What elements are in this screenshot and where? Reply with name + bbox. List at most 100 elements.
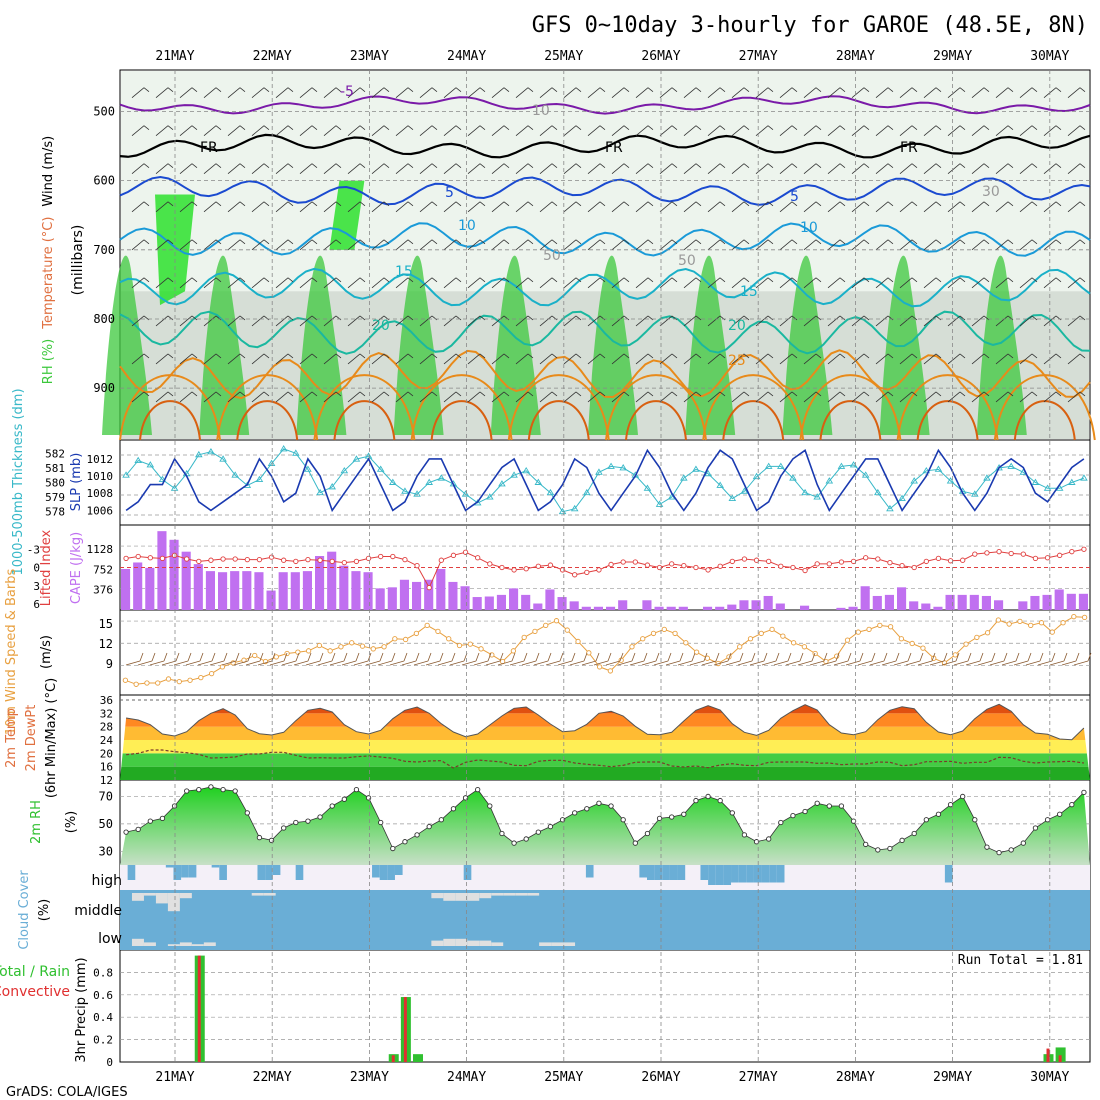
wind-barb — [347, 201, 366, 213]
cloud-low-bar — [467, 940, 480, 946]
cape-tick: 752 — [93, 563, 113, 576]
cloud-high-bar — [761, 865, 770, 883]
wind-barb — [299, 163, 318, 175]
wind-title-text: 10m Wind Speed & Barbs — [4, 569, 19, 736]
wind-barb — [323, 87, 342, 98]
side-title-part: RH (%) — [41, 339, 56, 384]
li-title: Lifted Index — [39, 529, 54, 606]
cape-bar — [1054, 589, 1064, 610]
li-point — [438, 557, 444, 563]
isotherm-25-bubble — [799, 374, 902, 441]
cape-tick: 1128 — [87, 543, 114, 556]
thickness-point — [777, 462, 785, 469]
wind-barb — [275, 353, 294, 365]
cape-bar — [678, 606, 688, 610]
cloud-mid-bar — [263, 893, 276, 896]
wind-barb — [395, 391, 414, 403]
cloud-mid-bar — [179, 893, 192, 899]
li-point — [499, 564, 505, 571]
wind-barb — [995, 391, 1014, 403]
rh-point — [305, 818, 311, 824]
cape-bar — [290, 572, 300, 610]
rh-point — [159, 815, 166, 822]
cape-bar — [569, 601, 579, 610]
rh-point — [499, 830, 505, 837]
wind-barb — [371, 163, 390, 175]
wind-barb — [611, 163, 630, 175]
li-point — [911, 564, 917, 571]
wind-barb — [659, 87, 678, 98]
wind-barb — [395, 353, 414, 365]
wind-barb — [227, 125, 246, 137]
wind-barb — [203, 353, 222, 365]
wind-barb — [1061, 652, 1080, 666]
cloud-high-bar — [295, 865, 304, 880]
wind-barb — [275, 239, 294, 251]
li-point — [281, 557, 287, 563]
wind-barb — [731, 201, 750, 213]
precip-title-line: 3hr Precip (mm) — [74, 957, 89, 1062]
wind-barb — [611, 87, 630, 98]
rh-point — [887, 845, 893, 852]
upper-axis-title: (millibars) — [70, 225, 86, 296]
li-point — [826, 561, 832, 567]
thickness-point — [546, 488, 555, 496]
wind-barb — [1019, 391, 1038, 403]
panel-slp_thickness — [119, 439, 1091, 526]
thickness-point — [789, 474, 797, 481]
wind-barb — [971, 201, 990, 213]
rh-point — [790, 812, 796, 819]
x-tick-bottom: 29MAY — [933, 1070, 972, 1085]
wind-barb — [731, 87, 750, 98]
wind-speed-point — [446, 636, 452, 642]
rh-tick: 30 — [99, 844, 113, 858]
temp-tick: 32 — [100, 707, 113, 720]
wind-barb — [251, 353, 270, 365]
li-point — [305, 556, 311, 563]
thickness-point — [389, 478, 397, 485]
rh-moist-core — [155, 194, 195, 306]
cloud-mid-bar — [491, 893, 504, 896]
cloud-low-bar — [131, 938, 144, 946]
li-point — [935, 555, 942, 562]
wind-speed-point — [844, 637, 851, 643]
wind-speed-point — [456, 642, 463, 649]
wind-speed-point — [133, 681, 139, 687]
wind-barb — [251, 163, 270, 175]
wind-barb — [1019, 125, 1038, 137]
wind-barb — [539, 125, 558, 137]
thickness-point — [922, 466, 931, 474]
isotherm-15 — [119, 267, 1091, 308]
wind-barb — [467, 201, 486, 213]
wind-barb — [131, 391, 150, 403]
thickness-point — [874, 488, 882, 496]
rh-point — [644, 830, 651, 837]
li-point — [705, 567, 711, 573]
isotherm-25-bubble — [605, 374, 707, 441]
wind-barb — [1049, 652, 1068, 666]
x-tick-top: 23MAY — [350, 49, 389, 64]
li-point — [875, 556, 881, 562]
wind-barb — [131, 353, 150, 365]
wind-barb — [677, 652, 696, 666]
wind-barb — [347, 353, 366, 365]
wind-barb — [755, 163, 774, 175]
thickness-point — [898, 494, 906, 502]
rh-point — [802, 808, 808, 815]
wind-barb — [605, 652, 624, 666]
rh-point — [462, 795, 469, 801]
wind-barb — [689, 652, 708, 666]
wind-barb — [227, 277, 246, 289]
wind-speed-point — [769, 626, 775, 633]
rh-point — [487, 803, 493, 809]
wind-barb — [533, 652, 552, 666]
rh-point — [705, 793, 711, 800]
axis-title: (millibars) — [70, 225, 86, 296]
cape-bar — [703, 606, 713, 610]
wind-speed-point — [596, 664, 603, 670]
thickness-point — [498, 480, 506, 487]
wind-barb — [995, 239, 1014, 251]
thickness-point — [583, 488, 591, 496]
rh-area — [120, 786, 1090, 865]
wind-barb — [1019, 353, 1038, 365]
